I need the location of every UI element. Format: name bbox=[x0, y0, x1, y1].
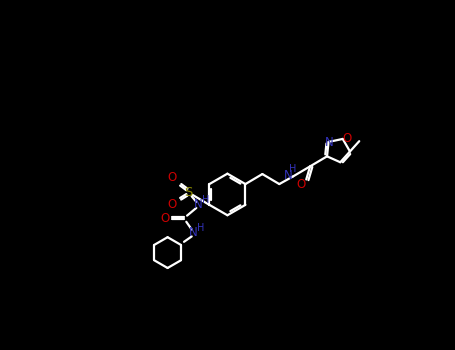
Text: O: O bbox=[342, 132, 351, 146]
Text: N: N bbox=[325, 136, 334, 149]
Text: O: O bbox=[167, 198, 176, 211]
Text: N: N bbox=[193, 198, 202, 211]
Text: O: O bbox=[296, 178, 305, 191]
Text: H: H bbox=[289, 164, 296, 174]
Text: O: O bbox=[160, 212, 169, 225]
Text: S: S bbox=[184, 186, 193, 199]
Text: N: N bbox=[189, 226, 197, 239]
Text: H: H bbox=[202, 195, 209, 205]
Text: H: H bbox=[197, 223, 205, 233]
Text: N: N bbox=[284, 169, 293, 182]
Text: O: O bbox=[167, 172, 176, 184]
